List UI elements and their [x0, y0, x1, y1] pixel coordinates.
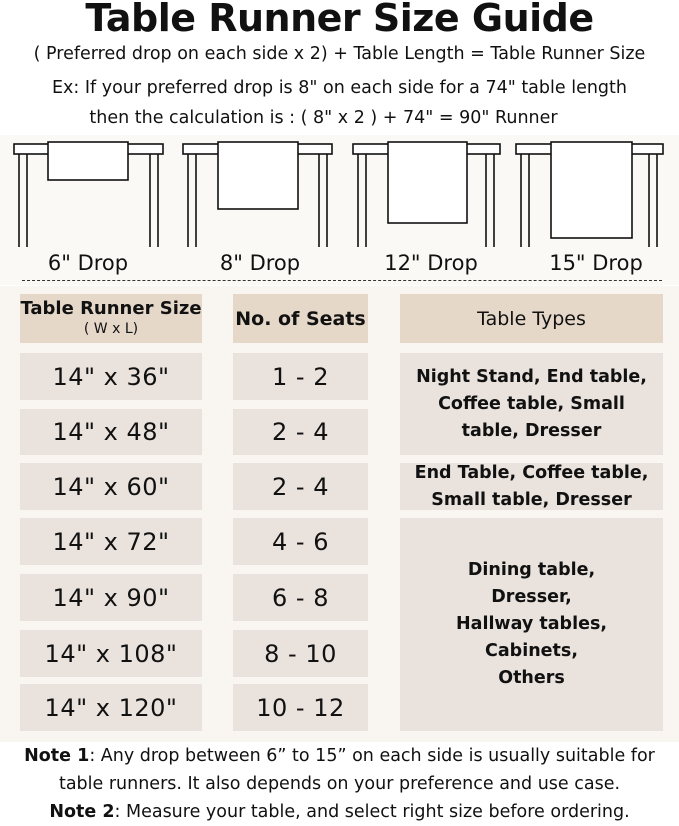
example-line-2: then the calculation is : ( 8" x 2 ) + 7… — [89, 108, 558, 128]
seats-cell: 2 - 4 — [233, 463, 368, 510]
header-size-label: Table Runner Size — [20, 297, 202, 319]
divider — [22, 280, 662, 281]
table-8in-drop — [182, 141, 333, 247]
types-cell: Night Stand, End table, Coffee table, Sm… — [400, 353, 663, 455]
drop-label: 8" Drop — [219, 251, 301, 275]
size-cell: 14" x 48" — [20, 409, 202, 455]
size-cell: 14" x 36" — [20, 353, 202, 400]
size-table: Table Runner Size ( W x L) No. of Seats … — [0, 286, 679, 742]
seats-cell: 8 - 10 — [233, 630, 368, 677]
seats-cell: 4 - 6 — [233, 518, 368, 565]
note-2-label: Note 2 — [49, 802, 115, 822]
table-6in-drop — [13, 141, 164, 247]
page-title: Table Runner Size Guide — [85, 0, 594, 40]
note-2: Note 2: Measure your table, and select r… — [0, 802, 679, 822]
drop-label: 6" Drop — [47, 251, 129, 275]
note-1-cont: table runners. It also depends on your p… — [58, 774, 621, 794]
size-cell: 14" x 72" — [20, 518, 202, 565]
header-size: Table Runner Size ( W x L) — [20, 294, 202, 343]
drop-label: 15" Drop — [549, 251, 643, 275]
header-seats: No. of Seats — [233, 294, 368, 343]
note-2-text: : Measure your table, and select right s… — [114, 802, 630, 822]
seats-cell: 10 - 12 — [233, 684, 368, 731]
size-cell: 14" x 120" — [20, 684, 202, 731]
seats-cell: 2 - 4 — [233, 409, 368, 455]
table-15in-drop — [515, 141, 664, 247]
drop-label: 12" Drop — [384, 251, 478, 275]
seats-cell: 1 - 2 — [233, 353, 368, 400]
note-1: Note 1: Any drop between 6” to 15” on ea… — [0, 746, 679, 766]
header-types: Table Types — [400, 294, 663, 343]
size-cell: 14" x 90" — [20, 574, 202, 621]
types-cell: Dining table, Dresser, Hallway tables, C… — [400, 518, 663, 731]
note-1-text: : Any drop between 6” to 15” on each sid… — [89, 746, 655, 766]
header-size-sub: ( W x L) — [83, 320, 139, 337]
note-1-label: Note 1 — [24, 746, 90, 766]
size-cell: 14" x 108" — [20, 630, 202, 677]
types-cell: End Table, Coffee table, Small table, Dr… — [400, 463, 663, 510]
formula-text: ( Preferred drop on each side x 2) + Tab… — [33, 44, 646, 64]
size-cell: 14" x 60" — [20, 463, 202, 510]
example-line-1: Ex: If your preferred drop is 8" on each… — [51, 78, 627, 98]
drop-illustrations — [0, 135, 679, 285]
table-drawings — [13, 141, 664, 247]
seats-cell: 6 - 8 — [233, 574, 368, 621]
table-12in-drop — [352, 141, 501, 247]
